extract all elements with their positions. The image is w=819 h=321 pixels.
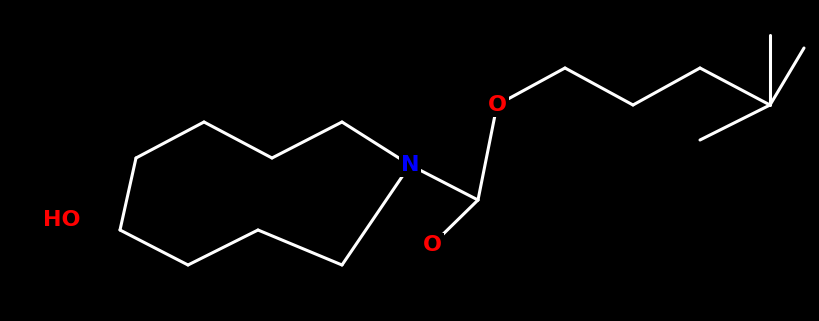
Text: O: O — [487, 95, 506, 115]
Text: HO: HO — [43, 210, 81, 230]
Text: O: O — [423, 235, 441, 255]
Text: N: N — [400, 155, 419, 175]
